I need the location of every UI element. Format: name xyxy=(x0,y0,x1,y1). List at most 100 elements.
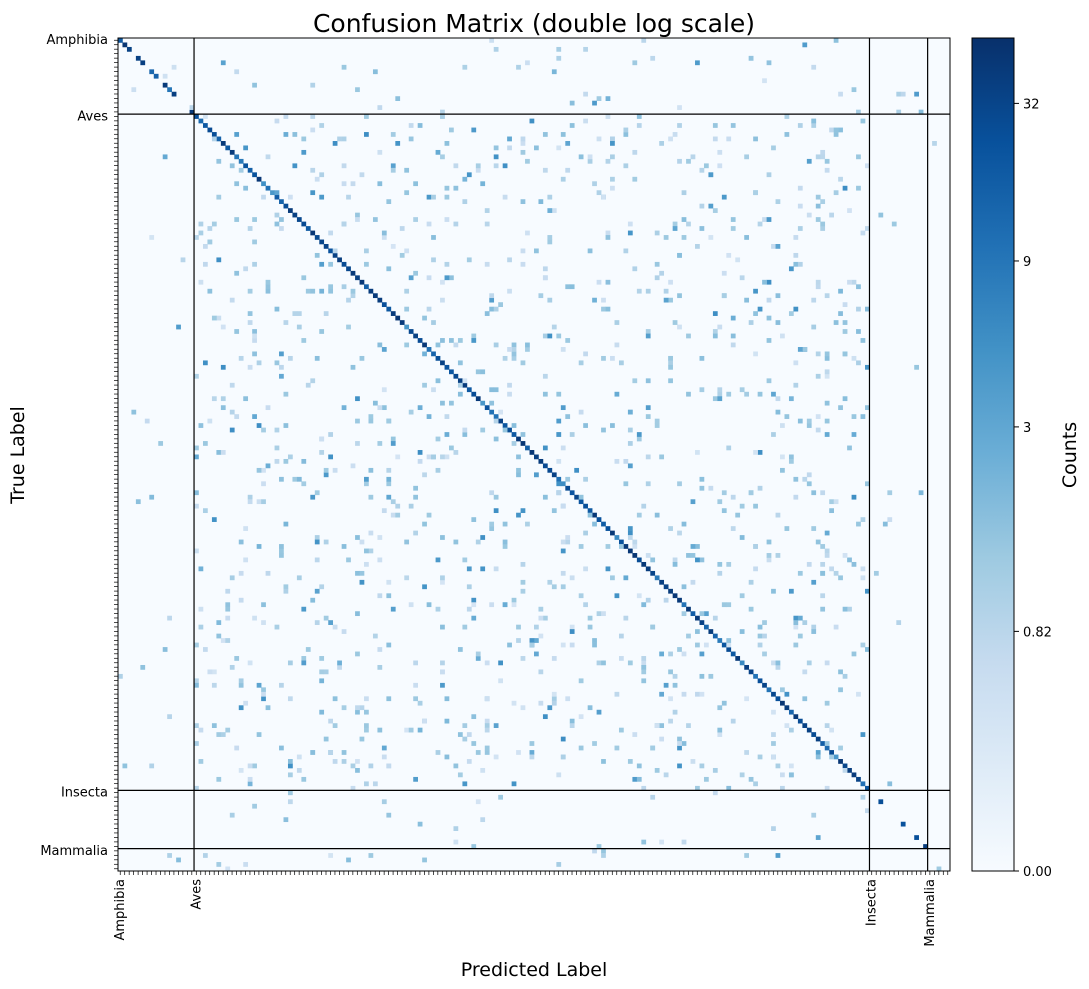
heatmap-cell xyxy=(261,427,266,433)
heatmap-cell xyxy=(560,548,566,554)
heatmap-cell xyxy=(225,727,231,733)
heatmap-cell xyxy=(466,606,472,612)
heatmap-cell xyxy=(815,194,821,200)
heatmap-cell xyxy=(422,472,427,478)
heatmap-cell xyxy=(296,476,302,482)
heatmap-cell xyxy=(856,329,861,334)
heatmap-cell xyxy=(413,333,418,339)
heatmap-cell xyxy=(650,570,656,576)
heatmap-cell xyxy=(708,485,714,491)
heatmap-cell xyxy=(739,387,745,393)
heatmap-cell xyxy=(896,620,902,625)
heatmap-cell xyxy=(238,570,244,576)
heatmap-cell xyxy=(560,132,566,137)
heatmap-cell xyxy=(623,127,629,133)
heatmap-cell xyxy=(708,172,714,178)
heatmap-cell xyxy=(534,624,539,630)
heatmap-cell xyxy=(806,423,812,428)
heatmap-cell xyxy=(341,221,347,227)
heatmap-cell xyxy=(457,360,463,366)
heatmap-cell xyxy=(247,763,253,769)
heatmap-cell xyxy=(569,718,575,724)
heatmap-cell xyxy=(390,441,396,446)
heatmap-cell xyxy=(364,261,369,267)
heatmap-cell xyxy=(578,409,584,415)
heatmap-cell xyxy=(726,391,732,397)
heatmap-cell xyxy=(404,324,410,330)
heatmap-cell xyxy=(435,750,441,755)
heatmap-cell xyxy=(194,785,199,791)
heatmap-cell xyxy=(194,445,199,451)
heatmap-cell xyxy=(659,651,665,657)
heatmap-cell xyxy=(811,624,817,630)
heatmap-cell xyxy=(395,512,401,518)
heatmap-cell xyxy=(377,342,383,348)
heatmap-cell xyxy=(404,306,410,312)
heatmap-cell xyxy=(301,656,307,661)
heatmap-cell xyxy=(444,275,450,281)
heatmap-cell xyxy=(668,378,673,384)
heatmap-cell xyxy=(377,647,383,652)
heatmap-cell xyxy=(422,718,427,724)
heatmap-cell xyxy=(686,158,691,164)
heatmap-cell xyxy=(856,776,861,782)
heatmap-cell xyxy=(672,673,678,679)
heatmap-cell xyxy=(838,176,843,182)
heatmap-cell xyxy=(194,642,199,648)
heatmap-cell xyxy=(780,772,785,778)
heatmap-cell xyxy=(699,557,705,563)
heatmap-cell xyxy=(842,553,848,558)
heatmap-cell xyxy=(355,570,360,576)
heatmap-cell xyxy=(592,741,597,746)
heatmap-cell xyxy=(520,141,526,146)
heatmap-cell xyxy=(610,141,615,146)
heatmap-cell xyxy=(766,297,772,303)
heatmap-cell xyxy=(936,866,942,872)
heatmap-cell xyxy=(194,235,199,240)
heatmap-cell xyxy=(229,149,235,155)
heatmap-cell xyxy=(788,588,794,594)
heatmap-cell xyxy=(636,436,642,442)
heatmap-cell xyxy=(686,333,691,339)
heatmap-cell xyxy=(815,217,821,222)
heatmap-cell xyxy=(252,763,257,769)
heatmap-cell xyxy=(368,763,374,769)
heatmap-cell xyxy=(484,696,490,702)
heatmap-cell xyxy=(149,69,155,75)
heatmap-cell xyxy=(865,364,870,370)
heatmap-cell xyxy=(493,163,499,169)
heatmap-cell xyxy=(480,400,486,406)
heatmap-cell xyxy=(292,311,298,316)
heatmap-cell xyxy=(368,418,374,424)
heatmap-cell xyxy=(560,347,566,352)
heatmap-cell xyxy=(350,293,356,299)
heatmap-cell xyxy=(480,767,486,773)
heatmap-cell xyxy=(860,338,866,343)
heatmap-cell xyxy=(207,418,213,424)
heatmap-cell xyxy=(444,185,450,191)
heatmap-cell xyxy=(672,320,678,325)
heatmap-cell xyxy=(462,781,468,787)
heatmap-cell xyxy=(274,190,280,196)
heatmap-cell xyxy=(753,136,758,142)
heatmap-cell xyxy=(824,167,830,173)
heatmap-cell xyxy=(368,530,374,536)
heatmap-cell xyxy=(453,450,459,455)
heatmap-cell xyxy=(431,454,436,460)
heatmap-cell xyxy=(703,642,709,648)
heatmap-cell xyxy=(529,638,535,643)
heatmap-cell xyxy=(583,423,588,428)
heatmap-cell xyxy=(547,467,553,473)
heatmap-cell xyxy=(310,750,316,755)
heatmap-cell xyxy=(471,597,477,603)
heatmap-cell xyxy=(440,579,445,585)
heatmap-cell xyxy=(793,382,799,388)
heatmap-cell xyxy=(480,369,486,375)
heatmap-cell xyxy=(717,638,723,643)
heatmap-cell xyxy=(310,127,316,133)
heatmap-cell xyxy=(480,566,486,572)
heatmap-cell xyxy=(583,351,588,357)
heatmap-cell xyxy=(811,732,817,737)
heatmap-cell xyxy=(668,364,673,370)
heatmap-cell xyxy=(829,508,834,514)
